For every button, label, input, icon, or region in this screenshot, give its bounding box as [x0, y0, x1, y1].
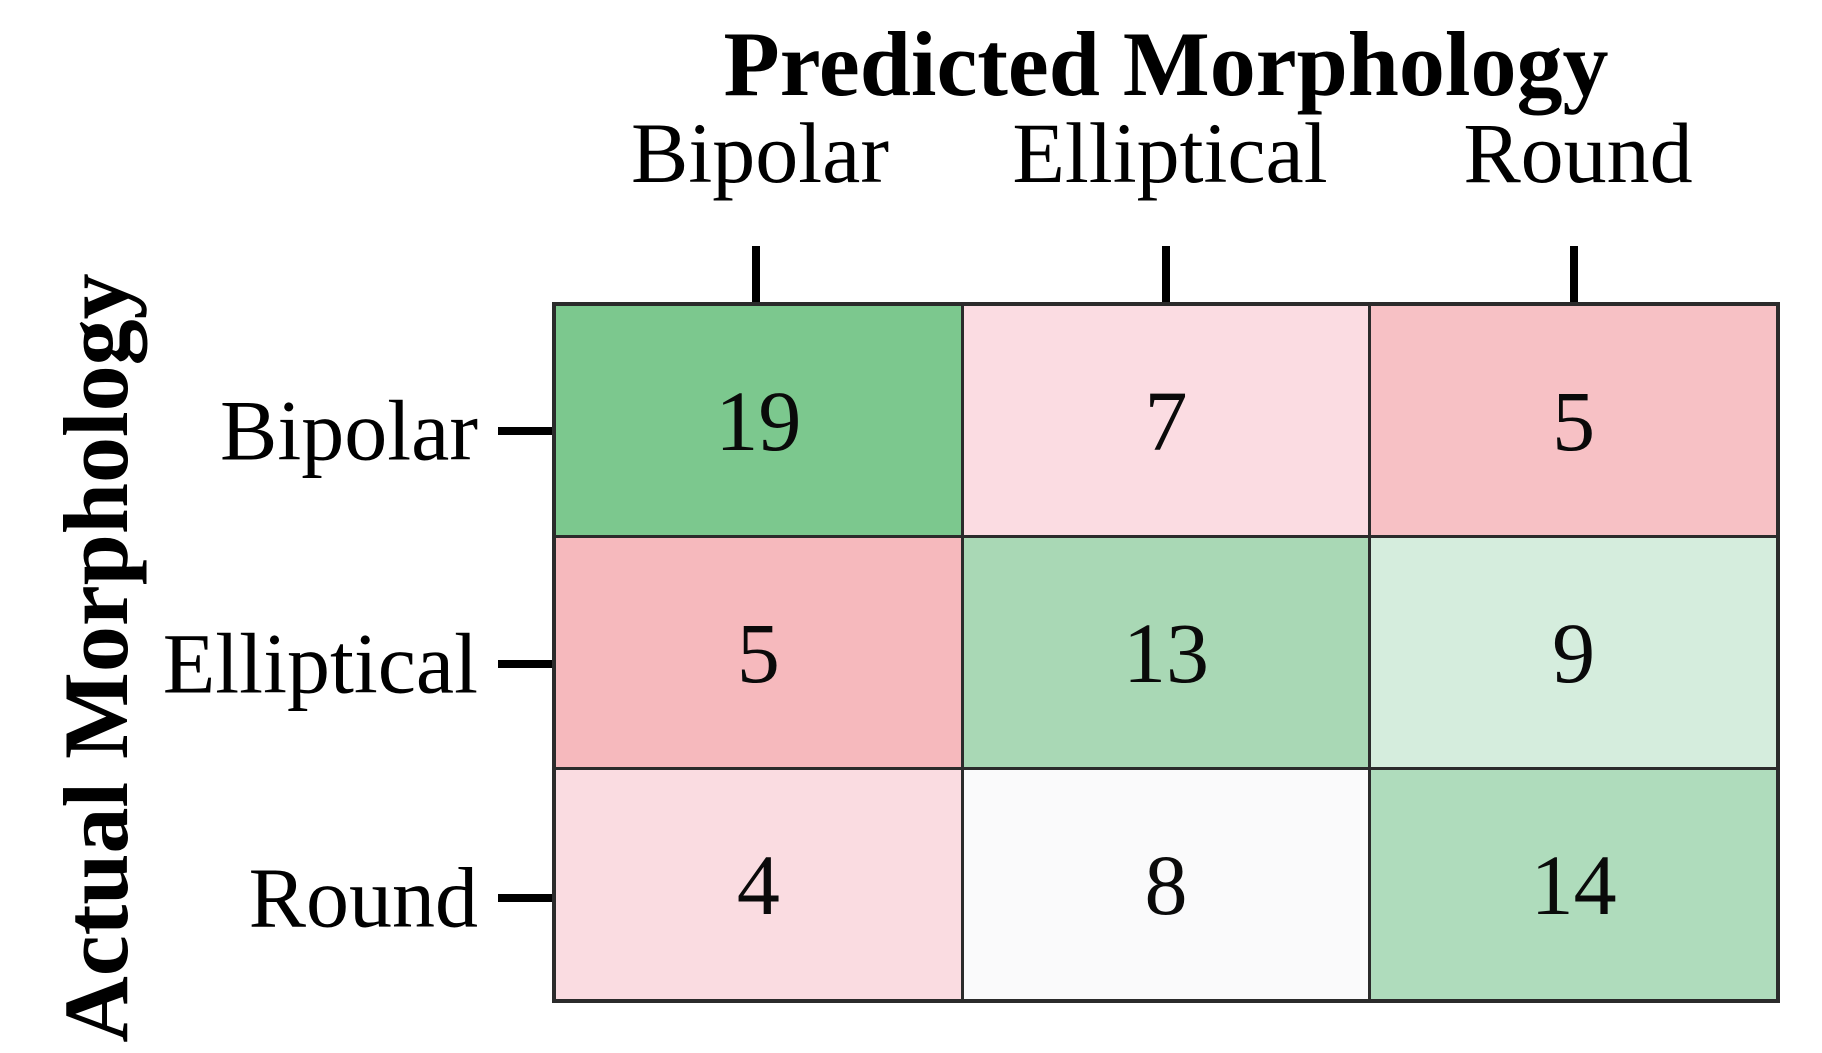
- y-tick-label-round: Round: [248, 849, 478, 946]
- x-tick-mark-elliptical: [1162, 246, 1170, 308]
- cell-actual-bipolar-pred-bipolar: 19: [556, 306, 961, 535]
- x-axis-title: Predicted Morphology: [723, 13, 1609, 115]
- y-tick-mark-round: [498, 894, 556, 902]
- x-tick-mark-bipolar: [752, 246, 760, 308]
- y-tick-mark-elliptical: [498, 660, 556, 668]
- y-tick-label-bipolar: Bipolar: [220, 382, 478, 479]
- x-tick-label-bipolar: Bipolar: [631, 105, 889, 201]
- cell-actual-elliptical-pred-round: 9: [1371, 538, 1776, 767]
- y-tick-mark-bipolar: [498, 427, 556, 435]
- x-tick-mark-round: [1570, 246, 1578, 308]
- y-axis-title: Actual Morphology: [45, 273, 147, 1043]
- cell-actual-elliptical-pred-bipolar: 5: [556, 538, 961, 767]
- cell-actual-round-pred-elliptical: 8: [963, 770, 1369, 999]
- cell-actual-bipolar-pred-elliptical: 7: [963, 306, 1369, 535]
- cell-actual-round-pred-round: 14: [1371, 770, 1776, 999]
- cell-actual-round-pred-bipolar: 4: [556, 770, 961, 999]
- confusion-matrix-grid: 19 7 5 5 13 9 4 8 14: [552, 302, 1780, 1003]
- cell-actual-bipolar-pred-round: 5: [1371, 306, 1776, 535]
- y-tick-label-elliptical: Elliptical: [162, 615, 478, 712]
- cell-actual-elliptical-pred-elliptical: 13: [963, 538, 1369, 767]
- x-tick-label-round: Round: [1463, 105, 1693, 201]
- x-tick-label-elliptical: Elliptical: [1012, 105, 1328, 201]
